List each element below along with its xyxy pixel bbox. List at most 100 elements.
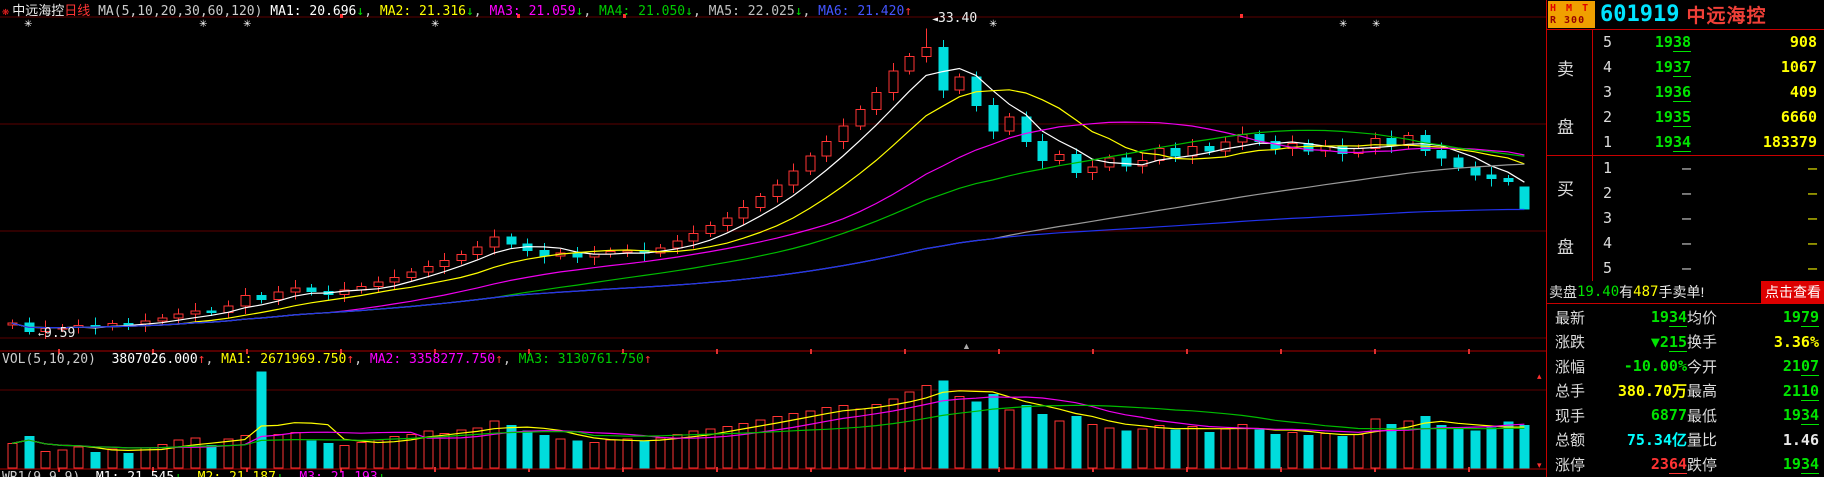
volume-bar [506,425,517,469]
ma-params-label: MA(5,10,20,30,60,120) [98,4,263,19]
low-price-annotation: ←9.59 [38,326,76,341]
candle [389,276,400,283]
volume-bar [954,396,965,469]
down-arrow-icon: ↓ [685,4,693,19]
candle [688,232,699,242]
up-arrow-icon: ↑ [904,4,913,19]
volume-bar [1004,409,1015,469]
volume-bar [24,436,35,469]
stat-label: 最低 [1687,407,1718,425]
sell-volume: 1067 [1780,57,1817,76]
stat-row: 最新 1934 均价 1979 [1547,305,1824,330]
volume-bar [1037,413,1048,469]
volume-bar [157,444,168,469]
market-badge: H M T R 300 [1548,1,1595,28]
ma20-line [11,121,1525,329]
candle [838,125,849,142]
volume-bar [256,371,267,469]
volume-bar [639,440,650,469]
scroll-down-icon[interactable]: ▾ [1537,460,1542,470]
volume-bar [1303,435,1314,469]
candle [738,207,749,219]
candle [722,217,733,227]
volume-bar [173,439,184,469]
candle [306,287,317,292]
sell-row[interactable]: 1 1934 183379 [1593,130,1824,155]
volume-bar [1370,418,1381,469]
candle [821,140,832,157]
stat-value: 1934 [1650,308,1687,328]
buy-row[interactable]: 5 — — [1593,256,1824,281]
stat-value: ▼215 [1650,332,1687,352]
candle [1519,186,1530,210]
stat-label: 量比 [1687,432,1718,450]
candle [888,70,899,94]
sell-row[interactable]: 4 1937 1067 [1593,54,1824,79]
candle [1204,146,1215,152]
stat-row: 总额 75.34亿 量比 1.46 [1547,428,1824,453]
volume-bar [855,408,866,469]
stat-label: 跌停 [1687,456,1718,474]
volume-bar [472,427,483,469]
vol-ma-value-label: MA2: 3358277.750 [362,352,496,367]
volume-bar [1320,432,1331,469]
volume-bar [1021,404,1032,469]
stat-label: 换手 [1687,334,1718,352]
up-arrow-icon: ↑ [643,352,652,367]
volume-bar [755,419,766,469]
stat-value: 1979 [1782,308,1819,328]
sell-row[interactable]: 5 1938 908 [1593,29,1824,54]
buy-row[interactable]: 3 — — [1593,205,1824,230]
sell-price: 1935 [1654,108,1691,128]
candle [871,92,882,110]
volume-bar [605,439,616,469]
stat-label: 涨幅 [1555,358,1586,376]
stat-value: 380.70万 [1617,382,1687,401]
view-detail-button[interactable]: 点击查看 [1761,280,1824,304]
sell-row[interactable]: 3 1936 409 [1593,79,1824,104]
candle [1121,157,1132,167]
volume-bar [1386,423,1397,469]
up-arrow-icon: ↑ [197,352,206,367]
candle [572,252,583,258]
candle [1453,157,1464,168]
candle [1087,166,1098,173]
volume-bar [107,448,118,469]
volume-bar [1137,428,1148,469]
buy-row[interactable]: 4 — — [1593,231,1824,256]
sell-level: 1 [1603,133,1613,152]
volume-bar [522,430,533,469]
volume-bar [705,428,716,469]
candle [705,225,716,234]
volume-bar [1470,430,1481,469]
period-label[interactable]: 日线 [64,4,91,19]
volume-bar [1220,428,1231,469]
volume-bar [572,440,583,469]
stat-label: 涨跌 [1555,334,1586,352]
candle [1436,149,1447,159]
buy-volume: — [1807,183,1817,202]
buy-row[interactable]: 1 — — [1593,155,1824,180]
scroll-up-icon[interactable]: ▴ [1537,371,1542,381]
volume-bar [489,420,500,469]
sell-volume: 183379 [1762,133,1817,152]
buy-row[interactable]: 2 — — [1593,180,1824,205]
indicator-value-label: M2: 21.187 [190,470,276,477]
kline-chart[interactable]: ✳ ✳ ✳ ✳ ✳ ✳ ✳ [0,0,1546,477]
volume-bar [7,442,18,469]
candle [439,260,450,267]
buy-label-char1: 买 [1557,180,1574,199]
stock-name: 中远海控 [1686,6,1767,27]
candle [1486,174,1497,180]
volume-bar [788,412,799,469]
volume-bar [655,437,666,469]
volume-bar [805,410,816,469]
buy-level: 2 [1603,183,1613,202]
candle [921,47,932,58]
stock-code: 601919 [1600,2,1680,27]
down-arrow-icon: ↓ [276,470,284,477]
sell-row[interactable]: 2 1935 6660 [1593,105,1824,130]
ma5-line [11,67,1525,329]
volume-bar [1420,416,1431,469]
ma-value-label: MA4: 21.050 [591,4,686,19]
